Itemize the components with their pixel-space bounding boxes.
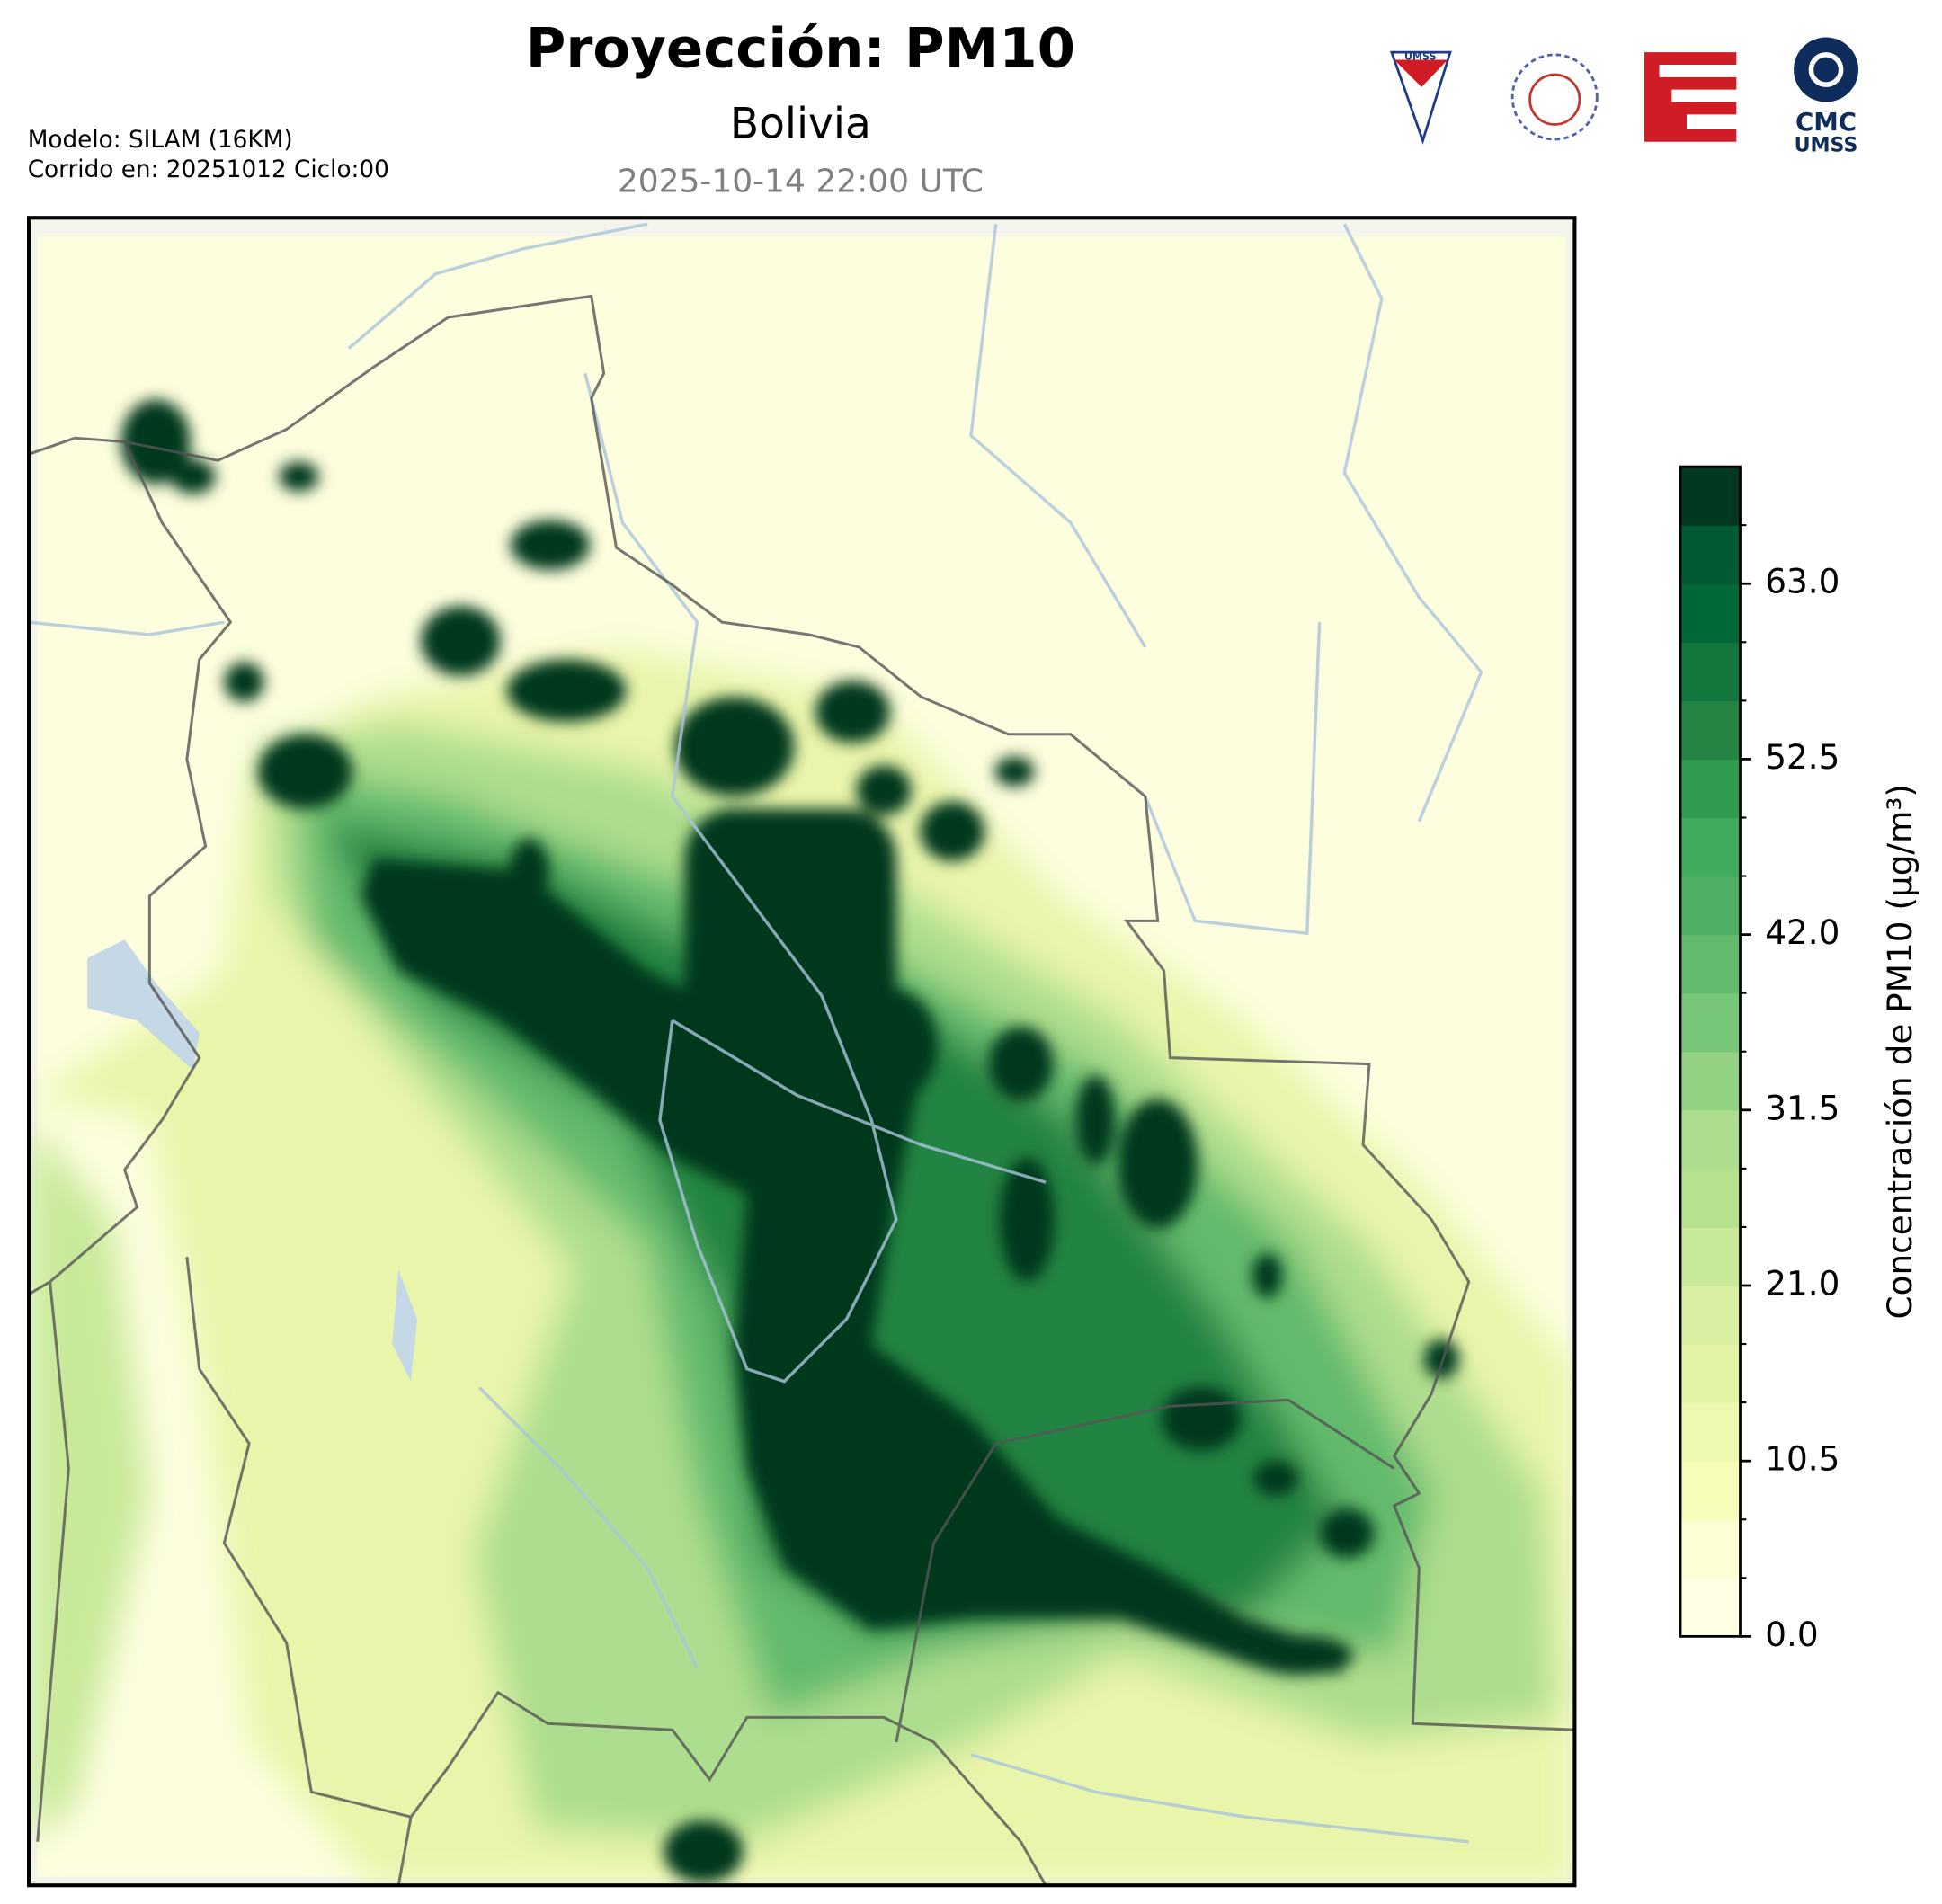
colorbar-segment (1680, 1519, 1741, 1579)
pm10-hotspots (120, 399, 1459, 1883)
title: Proyección: PM10 (526, 17, 1075, 81)
map (29, 218, 1575, 1886)
logo-text: CMC (1795, 107, 1857, 137)
timestamp: 2025-10-14 22:00 UTC (618, 163, 984, 200)
logo-cmc-ring (1808, 52, 1844, 87)
rivers (29, 222, 1483, 1844)
colorbar-label: Concentración de PM10 (μg/m³) (1880, 784, 1920, 1319)
colorbar-segment (1680, 1285, 1741, 1345)
colorbar-segment (1680, 700, 1741, 761)
colorbar-segment (1680, 876, 1741, 936)
model-info: Corrido en: 20251012 Ciclo:00 (28, 156, 389, 183)
colorbar-tick-label: 52.5 (1765, 737, 1840, 777)
logo-shield (1389, 50, 1452, 145)
model-info: Modelo: SILAM (16KM) (28, 127, 293, 154)
map-frame (26, 216, 1577, 1888)
colorbar-segment (1680, 992, 1741, 1053)
logo-shield-red (1394, 59, 1448, 87)
colorbar-segment (1680, 467, 1741, 526)
logo-text: UMSS (1404, 51, 1436, 63)
colorbar-segment (1680, 642, 1741, 702)
lakes (87, 939, 417, 1382)
colorbar-segment (1680, 759, 1741, 819)
colorbar-segment (1680, 1168, 1741, 1228)
colorbar-segment (1680, 934, 1741, 994)
colorbar: 0.0 10.5 21.0 31.5 42.0 52.5 63.0 (1679, 465, 1840, 1654)
colorbar-tick-label: 0.0 (1765, 1615, 1818, 1654)
colorbar-segment (1680, 1109, 1741, 1170)
logo-cmc (1794, 37, 1859, 102)
colorbar-segment (1680, 817, 1741, 877)
colorbar-segment (1680, 1344, 1741, 1403)
colorbar-segment (1680, 1461, 1741, 1520)
colorbar-segment (1680, 1578, 1741, 1638)
colorbar-frame (1679, 465, 1742, 1638)
colorbar-segment (1680, 1051, 1741, 1111)
colorbar-segment (1680, 583, 1741, 643)
subtitle: Bolivia (730, 100, 871, 149)
colorbar-tick-label: 10.5 (1765, 1439, 1840, 1479)
colorbar-tick-label: 42.0 (1765, 912, 1840, 952)
colorbar-tick-label: 31.5 (1765, 1088, 1840, 1127)
logo-red (1644, 52, 1737, 142)
colorbar-tick-label: 21.0 (1765, 1263, 1840, 1303)
logo-text: UMSS (1795, 133, 1858, 156)
logos: UMSS CMC UMSS (1389, 37, 1859, 156)
borders (29, 294, 1575, 1886)
colorbar-tick-label: 63.0 (1765, 562, 1840, 601)
colorbar-segment (1680, 525, 1741, 584)
logo-seal-inner (1528, 73, 1581, 126)
colorbar-segment (1680, 1402, 1741, 1462)
colorbar-segment (1680, 1226, 1741, 1286)
logo-seal (1510, 53, 1599, 141)
